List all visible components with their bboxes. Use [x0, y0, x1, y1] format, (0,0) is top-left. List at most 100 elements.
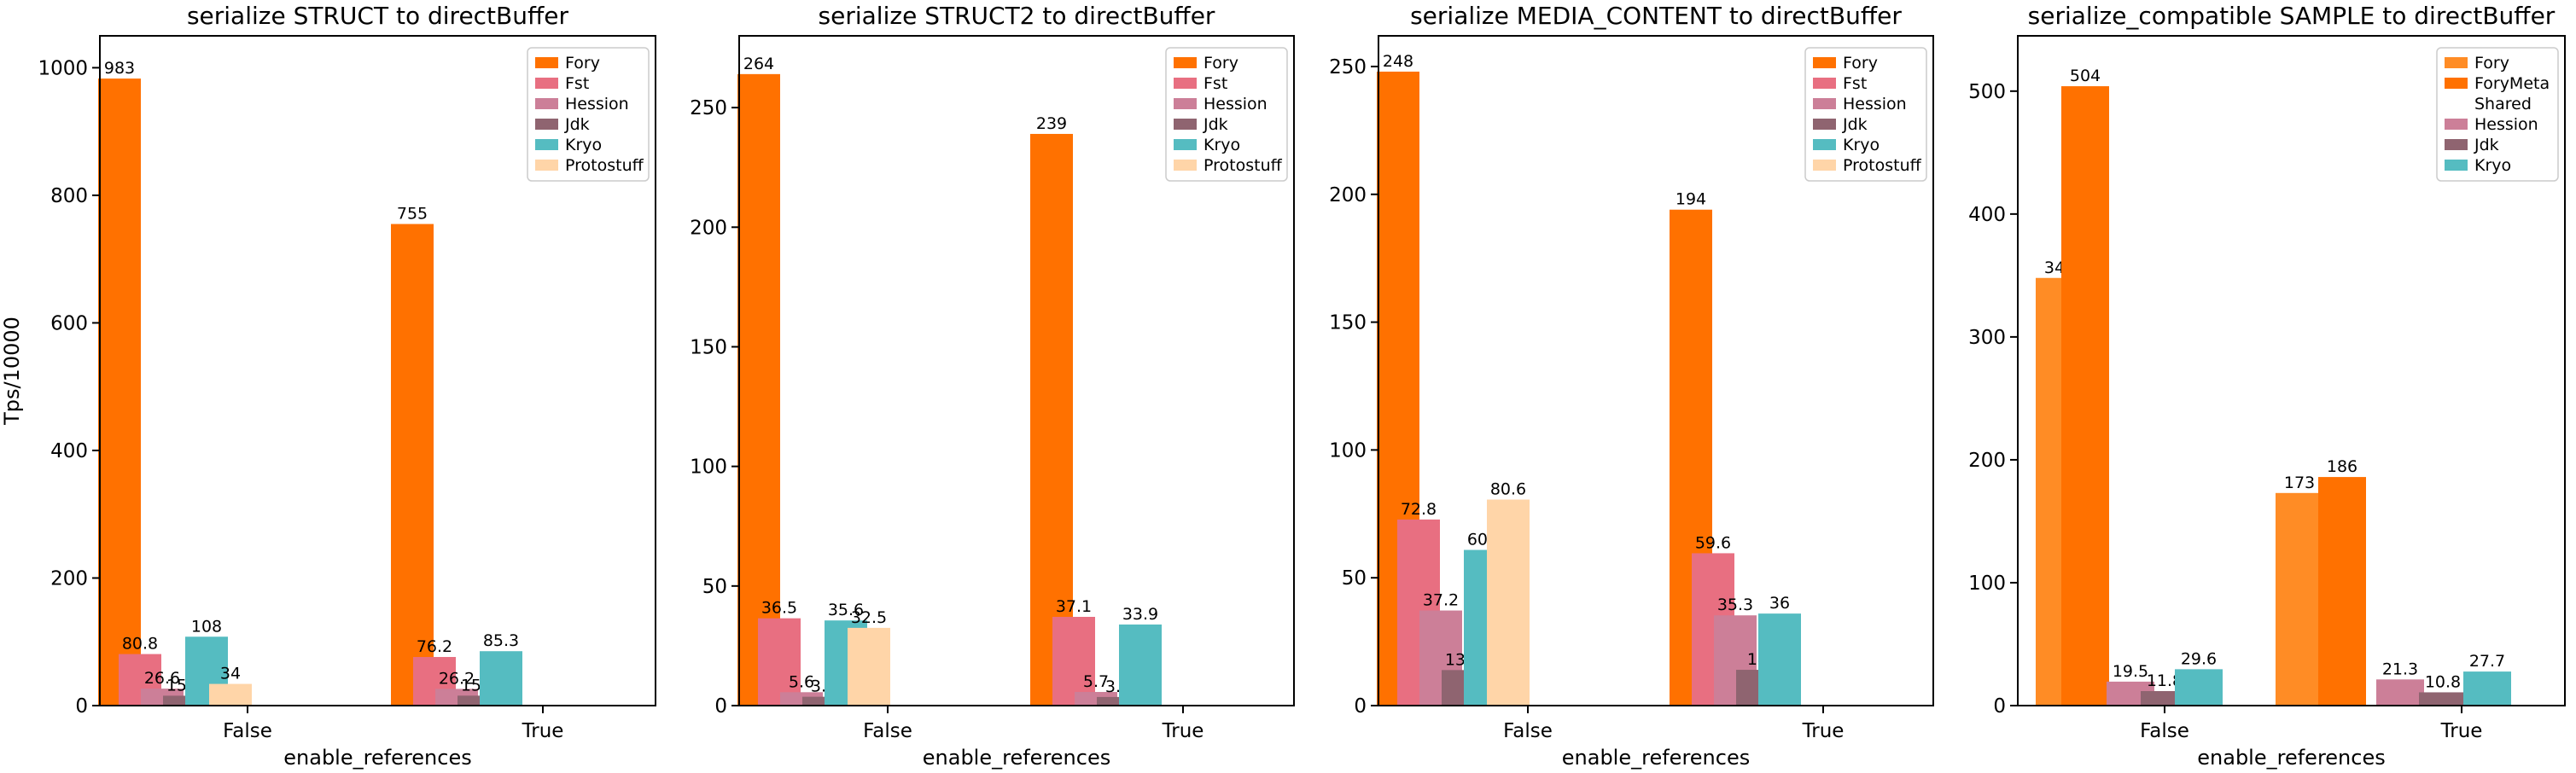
- legend-entry: Kryo: [1843, 136, 1880, 154]
- y-tick-label: 600: [50, 312, 88, 334]
- y-tick-label: 400: [50, 440, 88, 462]
- x-tick-label: True: [2440, 720, 2483, 742]
- legend-entry: Fory: [1203, 54, 1238, 73]
- legend-entry: Fory: [2474, 54, 2509, 73]
- value-label: 35.6: [828, 601, 864, 619]
- value-label: 36.5: [761, 599, 797, 618]
- legend-entry: ForyMeta: [2474, 74, 2550, 93]
- legend-entry: Jdk: [1203, 115, 1228, 134]
- legend-swatch: [2445, 160, 2468, 171]
- bar-protostuff-false: [1487, 499, 1530, 706]
- y-tick-label: 200: [1329, 184, 1367, 206]
- value-label: 5.7: [1083, 672, 1109, 691]
- y-tick-label: 0: [714, 695, 727, 718]
- value-label: 33.9: [1122, 605, 1158, 624]
- legend-swatch: [1813, 119, 1836, 130]
- legend-entry: Kryo: [2474, 156, 2511, 175]
- legend-swatch: [535, 78, 558, 89]
- legend-swatch: [1174, 57, 1197, 68]
- bar-jdk-true: [458, 695, 500, 706]
- legend-entry: Fory: [1843, 54, 1878, 73]
- x-axis-label: enable_references: [1562, 746, 1750, 770]
- legend-swatch: [2445, 119, 2468, 130]
- legend-entry: Hession: [1843, 95, 1907, 113]
- bar-kryo-true: [2463, 671, 2511, 706]
- legend-swatch: [1813, 57, 1836, 68]
- legend-swatch: [1813, 139, 1836, 150]
- y-tick-label: 0: [75, 695, 88, 718]
- value-label: 37.1: [1056, 597, 1092, 616]
- legend-swatch: [2445, 139, 2468, 150]
- legend-swatch: [1174, 98, 1197, 109]
- value-label: 239: [1036, 114, 1067, 133]
- bar-forymeta-shared-false: [2061, 86, 2109, 706]
- value-label: 34: [220, 665, 241, 683]
- legend-entry: Fst: [1203, 74, 1227, 93]
- bar-kryo-true: [1758, 613, 1801, 706]
- legend-swatch: [2445, 57, 2468, 68]
- plot-frame: [1378, 35, 1934, 706]
- legend-entry: Kryo: [1203, 136, 1240, 154]
- x-tick-label: True: [522, 720, 564, 742]
- y-tick-label: 250: [1329, 56, 1367, 78]
- value-label: 80.6: [1490, 480, 1526, 499]
- bar-protostuff-false: [209, 683, 252, 706]
- value-label: 5.6: [789, 672, 814, 691]
- legend-entry: Hession: [1203, 95, 1268, 113]
- value-label: 27.7: [2469, 652, 2505, 671]
- legend-swatch: [1174, 160, 1197, 171]
- legend-entry: Hession: [2474, 115, 2538, 134]
- x-tick-label: True: [1802, 720, 1845, 742]
- value-label: 26.2: [439, 669, 475, 688]
- value-label: 80.8: [122, 635, 158, 654]
- bar-kryo-false: [2175, 669, 2223, 706]
- value-label: 26.6: [144, 669, 180, 688]
- value-label: 19.5: [2113, 662, 2148, 681]
- bar-fory-true: [2276, 492, 2323, 706]
- bar-kryo-true: [1119, 624, 1162, 706]
- value-label: 194: [1676, 190, 1706, 209]
- value-label: 21.3: [2382, 660, 2418, 678]
- bar-fory-false: [98, 78, 141, 706]
- bar-fory-true: [1030, 133, 1073, 706]
- value-label: 504: [2070, 67, 2101, 85]
- legend-swatch: [1813, 160, 1836, 171]
- chart-title: serialize STRUCT2 to directBuffer: [819, 2, 1215, 30]
- y-tick-label: 300: [1968, 327, 2006, 349]
- x-axis-label: enable_references: [283, 746, 471, 770]
- legend-swatch: [1174, 139, 1197, 150]
- value-label: 32.5: [851, 608, 887, 627]
- legend-entry: Protostuff: [1203, 156, 1283, 175]
- value-label: 983: [104, 59, 135, 78]
- y-tick-label: 0: [1354, 695, 1367, 718]
- x-tick-label: True: [1162, 720, 1204, 742]
- chart-title: serialize_compatible SAMPLE to directBuf…: [2028, 2, 2556, 30]
- plot-frame: [2017, 35, 2566, 706]
- legend-swatch: [2445, 78, 2468, 89]
- value-label: 76.2: [417, 637, 452, 656]
- chart-title: serialize MEDIA_CONTENT to directBuffer: [1410, 2, 1902, 30]
- legend-entry: Fst: [565, 74, 589, 93]
- y-tick-label: 200: [50, 567, 88, 590]
- y-tick-label: 50: [1342, 567, 1367, 590]
- x-tick-label: False: [2140, 720, 2189, 742]
- legend-swatch: [1813, 78, 1836, 89]
- bar-jdk-false: [802, 696, 845, 706]
- bar-fst-true: [1052, 616, 1095, 706]
- legend-swatch: [535, 119, 558, 130]
- legend-swatch: [1174, 78, 1197, 89]
- bar-forymeta-shared-true: [2318, 477, 2366, 706]
- plot-frame: [99, 35, 656, 706]
- y-tick-label: 100: [1968, 572, 2006, 595]
- x-axis-label: enable_references: [923, 746, 1110, 770]
- bar-jdk-true: [1097, 696, 1139, 706]
- legend-swatch: [535, 57, 558, 68]
